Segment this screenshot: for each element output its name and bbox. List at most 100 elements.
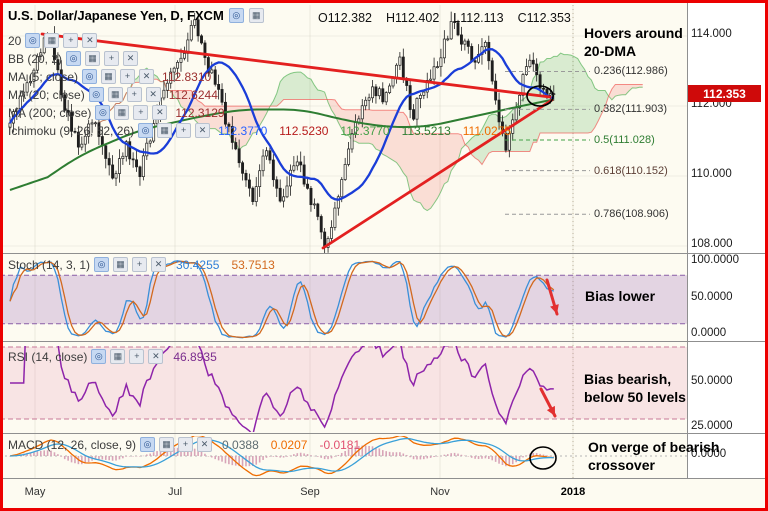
stoch-tick: 100.0000 (691, 254, 739, 266)
add-icon[interactable]: + (178, 437, 194, 452)
add-icon[interactable]: + (132, 257, 148, 272)
eye-icon[interactable]: ◎ (66, 51, 82, 66)
symbol-title-bar: U.S. Dollar/Japanese Yen, D, FXCM ◎ ▦ (8, 8, 264, 23)
annotation-stoch: Bias lower (585, 288, 656, 304)
close-icon[interactable]: ✕ (152, 105, 168, 120)
close-icon[interactable]: ✕ (195, 123, 211, 138)
ichimoku-chikou-value: 112.3770 (340, 123, 390, 138)
close-icon[interactable]: ✕ (123, 51, 139, 66)
settings-icon[interactable]: ▦ (157, 123, 173, 138)
price-tick: 110.000 (691, 168, 732, 180)
fib-level-label: 0.5(111.028) (594, 134, 655, 147)
macd-line-value: 0.0207 (270, 437, 308, 452)
open-value: O112.382 (318, 11, 372, 25)
legend-row-ma20: MA (20; close) ◎ ▦ + ✕ 112.6244 (8, 87, 218, 102)
time-tick: Jul (167, 486, 183, 498)
add-icon[interactable]: + (120, 69, 136, 84)
fib-level-label: 0.236(112.986) (594, 65, 668, 78)
macd-tick: 0.0000 (691, 448, 727, 460)
legend-row-rsi: RSI (14, close) ◎ ▦ + ✕ 46.8935 (8, 349, 217, 364)
add-icon[interactable]: + (104, 51, 120, 66)
indicator-label: MA (5; close) (8, 69, 79, 84)
close-icon[interactable]: ✕ (145, 87, 161, 102)
legend-row-ichimoku: Ichimoku (9, 26, 52, 26) ◎ ▦ + ✕ 112.377… (8, 123, 511, 138)
legend-row-bb-period: 20 ◎ ▦ + ✕ (8, 33, 98, 48)
add-icon[interactable]: + (129, 349, 145, 364)
indicator-value: 112.6244 (168, 87, 218, 102)
indicator-label: MA (20; close) (8, 87, 85, 102)
settings-icon[interactable]: ▦ (114, 105, 130, 120)
eye-icon[interactable]: ◎ (94, 257, 110, 272)
close-icon[interactable]: ✕ (151, 257, 167, 272)
close-value: C112.353 (517, 11, 571, 25)
indicator-label: Stoch (14, 3, 1) (8, 257, 91, 272)
legend-row-macd: MACD (12, 26, close, 9) ◎ ▦ + ✕ 0.0388 0… (8, 437, 360, 452)
stoch-tick: 50.0000 (691, 291, 733, 303)
fib-level-label: 0.618(110.152) (594, 164, 668, 177)
legend-row-ma5: MA (5; close) ◎ ▦ + ✕ 112.8310 (8, 69, 211, 84)
settings-icon[interactable]: ▦ (159, 437, 175, 452)
close-icon[interactable]: ✕ (139, 69, 155, 84)
eye-icon[interactable]: ◎ (140, 437, 156, 452)
stoch-k-value: 30.4255 (176, 257, 220, 272)
ichimoku-senkou-a-value: 113.5213 (401, 123, 451, 138)
pane-separator[interactable] (0, 433, 765, 434)
time-tick: Sep (300, 486, 320, 498)
indicator-label: BB (20, 2) (8, 51, 63, 66)
legend-row-ma200: MA (200; close) ◎ ▦ + ✕ 112.3129 (8, 105, 225, 120)
eye-icon[interactable]: ◎ (88, 87, 104, 102)
ohlc-readout: O112.382 H112.402 L112.113 C112.353 (318, 11, 571, 25)
time-tick: May (24, 486, 46, 498)
settings-icon[interactable]: ▦ (113, 257, 129, 272)
legend-row-stoch: Stoch (14, 3, 1) ◎ ▦ + ✕ 30.4255 53.7513 (8, 257, 275, 272)
eye-icon[interactable]: ◎ (82, 69, 98, 84)
fib-level-label: 0.786(108.906) (594, 208, 669, 221)
legend-row-bb: BB (20, 2) ◎ ▦ + ✕ (8, 51, 139, 66)
annotation-macd: On verge of bearish crossover (588, 439, 720, 473)
close-icon[interactable]: ✕ (82, 33, 98, 48)
settings-icon[interactable]: ▦ (248, 8, 264, 23)
rsi-tick: 50.0000 (691, 375, 733, 387)
close-icon[interactable]: ✕ (148, 349, 164, 364)
time-tick: Nov (430, 486, 450, 498)
eye-icon[interactable]: ◎ (25, 33, 41, 48)
eye-icon[interactable]: ◎ (91, 349, 107, 364)
last-price-badge: 112.353 (688, 85, 761, 102)
high-value: H112.402 (385, 11, 440, 25)
price-scale[interactable] (687, 0, 766, 478)
annotation-rsi: Bias bearish, below 50 levels (584, 371, 686, 405)
macd-hist-value: 0.0388 (222, 437, 259, 452)
ichimoku-senkou-b-value: 111.0275 (462, 123, 512, 138)
macd-signal-value: -0.0181 (319, 437, 361, 452)
time-tick-year: 2018 (560, 486, 586, 498)
eye-icon[interactable]: ◎ (228, 8, 244, 23)
low-value: L112.113 (453, 11, 504, 25)
symbol-title[interactable]: U.S. Dollar/Japanese Yen, D, FXCM (8, 8, 224, 23)
price-tick: 114.000 (691, 28, 732, 40)
add-icon[interactable]: + (126, 87, 142, 102)
indicator-label: Ichimoku (9, 26, 52, 26) (8, 123, 135, 138)
annotation-main: Hovers around 20-DMA (584, 25, 683, 59)
ichimoku-tenkan-value: 112.3770 (218, 123, 268, 138)
settings-icon[interactable]: ▦ (110, 349, 126, 364)
indicator-label: 20 (8, 33, 22, 48)
eye-icon[interactable]: ◎ (95, 105, 111, 120)
indicator-label: MACD (12, 26, close, 9) (8, 437, 137, 452)
indicator-value: 112.8310 (162, 69, 212, 84)
settings-icon[interactable]: ▦ (107, 87, 123, 102)
add-icon[interactable]: + (133, 105, 149, 120)
settings-icon[interactable]: ▦ (85, 51, 101, 66)
pane-separator[interactable] (0, 253, 765, 254)
add-icon[interactable]: + (176, 123, 192, 138)
time-axis-separator (0, 478, 765, 479)
pane-separator[interactable] (0, 341, 765, 342)
settings-icon[interactable]: ▦ (44, 33, 60, 48)
indicator-label: RSI (14, close) (8, 349, 88, 364)
eye-icon[interactable]: ◎ (138, 123, 154, 138)
rsi-value: 46.8935 (173, 349, 217, 364)
settings-icon[interactable]: ▦ (101, 69, 117, 84)
add-icon[interactable]: + (63, 33, 79, 48)
close-icon[interactable]: ✕ (197, 437, 213, 452)
